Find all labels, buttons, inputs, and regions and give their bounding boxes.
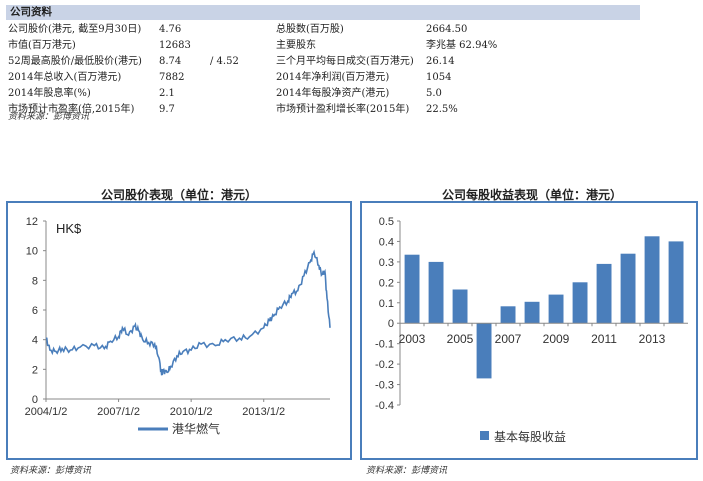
info-value: 9.7: [159, 104, 175, 115]
y-tick-label: 8: [32, 275, 38, 287]
legend-label: 基本每股收益: [494, 429, 566, 444]
info-label-2: 市场预计盈利增长率(2015年): [276, 104, 410, 115]
info-row: 公司股价(港元, 截至9月30日) 4.76 总股数(百万股) 2664.50: [8, 22, 648, 38]
info-label-2: 总股数(百万股): [276, 24, 344, 35]
bar-2014: [668, 241, 684, 324]
x-tick-label: 2013/1/2: [242, 406, 285, 418]
y-tick-label: 4: [32, 335, 38, 347]
y-tick-label: 0.3: [379, 257, 394, 269]
info-value-2: 22.5%: [426, 104, 458, 115]
info-value-2: 2664.50: [426, 24, 468, 35]
x-tick-label: 2013: [639, 332, 666, 346]
y-tick-label: 0: [388, 318, 394, 330]
company-info-header: 公司资料: [6, 5, 640, 20]
info-value-2: 李兆基 62.94%: [426, 40, 498, 51]
info-label: 2014年总收入(百万港元): [8, 72, 122, 83]
series-line-港华燃气: [45, 249, 331, 376]
eps-chart-svg: -0.4 -0.3 -0.2 -0.1 0 0.1 0.2 0.3 0.4 0.5 2003 2005…: [375, 216, 688, 444]
y-tick-label: 6: [32, 305, 38, 317]
info-value: 8.74: [159, 56, 182, 67]
x-tick-label: 2005: [447, 332, 474, 346]
info-value: 12683: [159, 40, 191, 51]
company-info-table: 公司股价(港元, 截至9月30日) 4.76 总股数(百万股) 2664.50 市值(百…: [8, 22, 648, 118]
y-tick-label: 0: [32, 394, 38, 406]
y-tick-label: 0.4: [379, 236, 394, 248]
stock-price-chart-svg: 0 2 4 6 8 10 12 2004/1/2 2007/1/2 2010/1/2 2013/1/…: [25, 216, 331, 436]
bar-2011: [596, 263, 612, 324]
info-value-2: 26.14: [426, 56, 455, 67]
info-row: 市值(百万港元) 12683 主要股东 李兆基 62.94%: [8, 38, 648, 54]
bar-2008: [524, 301, 540, 324]
info-value: 2.1: [159, 88, 175, 99]
info-label: 市场预计市盈率(倍,2015年): [8, 104, 135, 115]
unit-label: HK$: [56, 221, 82, 236]
y-tick-label: 10: [26, 246, 38, 258]
stock-price-chart: 0 2 4 6 8 10 12 2004/1/2 2007/1/2 2010/1/2 2013/1/…: [6, 201, 352, 460]
legend-swatch: [480, 431, 489, 440]
info-row: 2014年总收入(百万港元) 7882 2014年净利润(百万港元) 1054: [8, 70, 648, 86]
info-row: 52周最高股价/最低股价(港元) 8.74 / 4.52 三个月平均每日成交(百万港元…: [8, 54, 648, 70]
y-tick-label: 0.1: [379, 298, 394, 310]
bar-2007: [500, 306, 516, 324]
y-tick-label: -0.3: [375, 380, 394, 392]
bar-2003: [404, 254, 420, 324]
bar-2010: [572, 282, 588, 324]
y-tick-label: 0.2: [379, 277, 394, 289]
info-mid: / 4.52: [210, 56, 239, 67]
info-label-2: 2014年净利润(百万港元): [276, 72, 390, 83]
x-tick-label: 2010/1/2: [170, 406, 213, 418]
legend-label: 港华燃气: [172, 421, 220, 436]
eps-chart-title: 公司每股收益表现（单位：港元）: [441, 188, 622, 202]
x-tick-label: 2009: [543, 332, 570, 346]
info-value-2: 5.0: [426, 88, 442, 99]
y-tick-label: 12: [26, 216, 38, 228]
info-value: 4.76: [159, 24, 182, 35]
bar-2005: [452, 289, 468, 324]
info-value-2: 1054: [426, 72, 452, 83]
source-note-top: 资料来源：彭博资讯: [8, 112, 90, 122]
x-tick-label: 2003: [399, 332, 426, 346]
info-row: 2014年股息率(%) 2.1 2014年每股净资产(港元) 5.0: [8, 86, 648, 102]
y-tick-label: 0.5: [379, 216, 394, 228]
info-label: 52周最高股价/最低股价(港元): [8, 56, 142, 67]
info-label: 市值(百万港元): [8, 40, 76, 51]
y-tick-label: -0.2: [375, 359, 394, 371]
eps-chart: -0.4 -0.3 -0.2 -0.1 0 0.1 0.2 0.3 0.4 0.5 2003 2005…: [360, 201, 698, 460]
bar-2013: [644, 236, 660, 324]
x-tick-label: 2004/1/2: [25, 406, 68, 418]
info-row: 市场预计市盈率(倍,2015年) 9.7 市场预计盈利增长率(2015年) 22.5%: [8, 102, 648, 118]
source-note-bottom-left: 资料来源：彭博资讯: [10, 466, 92, 476]
info-label: 公司股价(港元, 截至9月30日): [8, 24, 142, 35]
x-tick-label: 2011: [591, 332, 617, 346]
bar-2006: [476, 323, 492, 379]
y-tick-label: 2: [32, 364, 38, 376]
info-value: 7882: [159, 72, 185, 83]
bar-2012: [620, 253, 636, 324]
info-label-2: 三个月平均每日成交(百万港元): [276, 56, 414, 67]
x-tick-label: 2007/1/2: [97, 406, 140, 418]
info-label-2: 2014年每股净资产(港元): [276, 88, 390, 99]
bar-2009: [548, 294, 564, 324]
source-note-bottom-right: 资料来源：彭博资讯: [366, 466, 448, 476]
y-tick-label: -0.4: [375, 400, 394, 412]
bar-2004: [428, 261, 444, 324]
x-tick-label: 2007: [495, 332, 522, 346]
stock-price-chart-title: 公司股价表现（单位：港元）: [100, 188, 257, 202]
info-label-2: 主要股东: [276, 40, 316, 51]
info-label: 2014年股息率(%): [8, 88, 91, 99]
y-tick-label: -0.1: [375, 339, 394, 351]
